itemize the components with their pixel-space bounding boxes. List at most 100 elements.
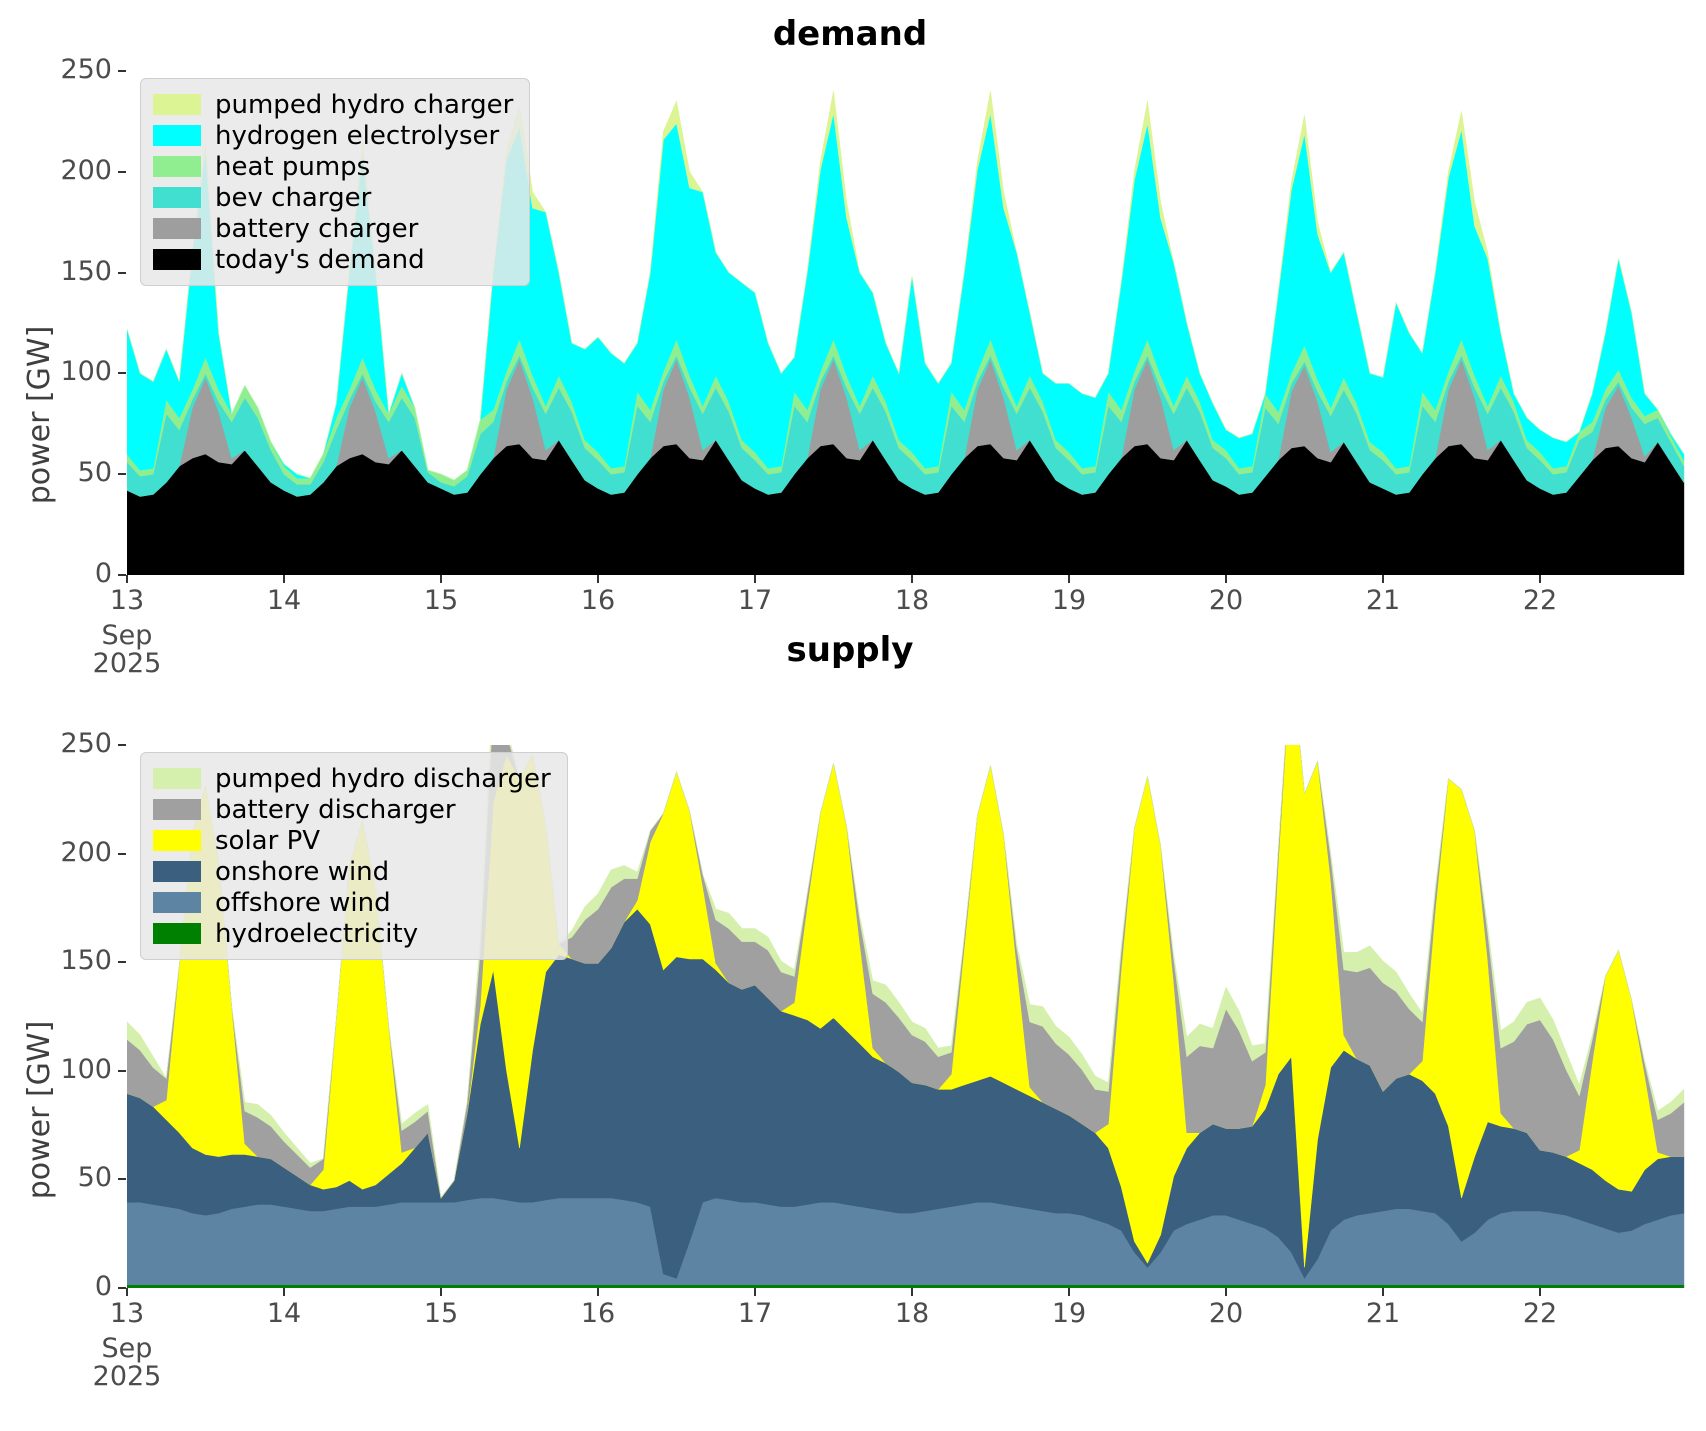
- legend-row: pumped hydro discharger: [153, 763, 551, 794]
- x-tick-mark: [1225, 1288, 1227, 1296]
- x-tick-label: 20: [1208, 1298, 1244, 1329]
- legend-label: heat pumps: [215, 151, 371, 182]
- y-tick-label: 100: [60, 1054, 112, 1085]
- legend-swatch-icon: [153, 187, 201, 208]
- legend-swatch-icon: [153, 861, 201, 882]
- legend-label: onshore wind: [215, 856, 390, 887]
- legend-swatch-icon: [153, 125, 201, 146]
- x-tick-mark: [283, 1288, 285, 1296]
- x-tick-mark: [754, 575, 756, 583]
- y-tick-label: 200: [60, 837, 112, 868]
- legend-label: bev charger: [215, 182, 372, 213]
- area-pumped-hydro-charger: [127, 91, 1685, 481]
- x-tick-mark: [1225, 575, 1227, 583]
- y-tick-mark: [118, 1070, 126, 1072]
- x-tick-mark: [754, 1288, 756, 1296]
- x-tick-mark: [1382, 1288, 1384, 1296]
- y-tick-label: 150: [60, 256, 112, 287]
- y-tick-label: 100: [60, 356, 112, 387]
- x-tick-label: 13: [109, 585, 145, 616]
- legend-swatch-icon: [153, 768, 201, 789]
- x-tick-label: 17: [737, 585, 773, 616]
- x-tick-mark: [126, 1288, 128, 1296]
- x-tick-label: 18: [894, 1298, 930, 1329]
- x-tick-label: 16: [580, 1298, 616, 1329]
- y-tick-mark: [118, 1178, 126, 1180]
- x-tick-label: 21: [1365, 1298, 1401, 1329]
- x-tick-label: 14: [266, 585, 302, 616]
- y-tick-mark: [118, 272, 126, 274]
- y-tick-label: 250: [60, 54, 112, 85]
- legend-row: pumped hydro charger: [153, 89, 513, 120]
- legend-swatch-icon: [153, 94, 201, 115]
- legend-label: pumped hydro charger: [215, 89, 514, 120]
- y-tick-label: 150: [60, 945, 112, 976]
- y-tick-label: 50: [77, 1162, 112, 1193]
- x-tick-mark: [1382, 575, 1384, 583]
- x-tick-mark: [126, 575, 128, 583]
- legend-label: battery charger: [215, 213, 419, 244]
- legend-row: hydrogen electrolyser: [153, 120, 513, 151]
- legend-label: offshore wind: [215, 887, 391, 918]
- legend-label: hydrogen electrolyser: [215, 120, 500, 151]
- x-tick-mark: [597, 575, 599, 583]
- x-tick-mark: [440, 1288, 442, 1296]
- legend-row: hydroelectricity: [153, 918, 551, 949]
- y-tick-mark: [118, 372, 126, 374]
- x-tick-label: 22: [1522, 585, 1558, 616]
- legend-label: battery discharger: [215, 794, 456, 825]
- supply-legend: pumped hydro discharger battery discharge…: [140, 752, 568, 960]
- legend-label: solar PV: [215, 825, 321, 856]
- x-tick-label: 22: [1522, 1298, 1558, 1329]
- legend-swatch-icon: [153, 249, 201, 270]
- x-tick-mark: [1068, 1288, 1070, 1296]
- demand-legend: pumped hydro charger hydrogen electrolyse…: [140, 78, 531, 286]
- y-tick-mark: [118, 961, 126, 963]
- x-tick-label: 19: [1051, 1298, 1087, 1329]
- legend-row: battery charger: [153, 213, 513, 244]
- x-tick-label: 18: [894, 585, 930, 616]
- x-tick-mark: [597, 1288, 599, 1296]
- x-tick-mark: [1539, 575, 1541, 583]
- x-tick-mark: [911, 575, 913, 583]
- legend-swatch-icon: [153, 156, 201, 177]
- y-tick-mark: [118, 1287, 126, 1289]
- legend-swatch-icon: [153, 923, 201, 944]
- legend-swatch-icon: [153, 892, 201, 913]
- supply-chart-title: supply: [786, 630, 914, 670]
- x-tick-label: 17: [737, 1298, 773, 1329]
- x-tick-label: 15: [423, 585, 459, 616]
- x-axis-month-label: Sep: [101, 1333, 153, 1364]
- legend-row: offshore wind: [153, 887, 551, 918]
- x-tick-label: 13: [109, 1298, 145, 1329]
- x-tick-label: 15: [423, 1298, 459, 1329]
- legend-swatch-icon: [153, 799, 201, 820]
- y-tick-mark: [118, 171, 126, 173]
- x-axis-year-label: 2025: [92, 1361, 162, 1392]
- y-tick-label: 0: [94, 1271, 112, 1302]
- x-tick-label: 20: [1208, 585, 1244, 616]
- legend-label: pumped hydro discharger: [215, 763, 551, 794]
- y-tick-label: 200: [60, 155, 112, 186]
- x-tick-mark: [283, 575, 285, 583]
- legend-swatch-icon: [153, 218, 201, 239]
- y-tick-label: 250: [60, 728, 112, 759]
- legend-row: today's demand: [153, 244, 513, 275]
- area-pumped-hydro-discharger: [127, 745, 1685, 1199]
- legend-label: today's demand: [215, 244, 425, 275]
- x-axis-month-label: Sep: [101, 620, 153, 651]
- y-tick-mark: [118, 744, 126, 746]
- x-tick-label: 21: [1365, 585, 1401, 616]
- y-tick-label: 0: [94, 558, 112, 589]
- x-tick-mark: [440, 575, 442, 583]
- x-axis-year-label: 2025: [92, 648, 162, 679]
- legend-label: hydroelectricity: [215, 918, 419, 949]
- y-tick-mark: [118, 473, 126, 475]
- y-tick-mark: [118, 70, 126, 72]
- legend-swatch-icon: [153, 830, 201, 851]
- y-tick-mark: [118, 574, 126, 576]
- x-tick-mark: [911, 1288, 913, 1296]
- legend-row: heat pumps: [153, 151, 513, 182]
- area-hydroelectricity: [127, 1284, 1685, 1288]
